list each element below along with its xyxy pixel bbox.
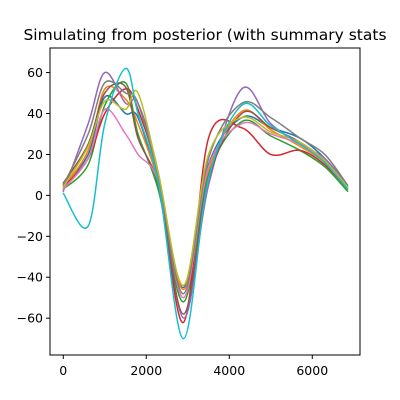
x-tick-label: 0: [59, 363, 67, 378]
y-tick-label: −20: [17, 229, 43, 244]
x-tick-label: 4000: [213, 363, 245, 378]
y-tick-label: 20: [27, 147, 43, 162]
plot-frame: [49, 47, 361, 356]
series-layer: [62, 67, 349, 340]
y-tick-label: −40: [17, 270, 43, 285]
x-tick-label: 2000: [130, 363, 162, 378]
series-line-8: [62, 80, 349, 295]
series-line-2: [62, 85, 349, 291]
chart-title: Simulating from posterior (with summary …: [23, 26, 386, 44]
series-line-10: [62, 67, 349, 340]
y-tick-label: 60: [27, 65, 43, 80]
x-tick-label: 6000: [296, 363, 328, 378]
y-tick-label: 0: [35, 188, 43, 203]
y-tick-label: −60: [17, 311, 43, 326]
axis-layer: 0 2000 4000 6000 −60 −40 −20 0 20 40 60: [17, 65, 329, 378]
y-tick-label: 40: [27, 106, 43, 121]
series-line-9: [62, 89, 349, 287]
series-line-4: [62, 88, 349, 324]
series-line-3: [62, 81, 349, 303]
